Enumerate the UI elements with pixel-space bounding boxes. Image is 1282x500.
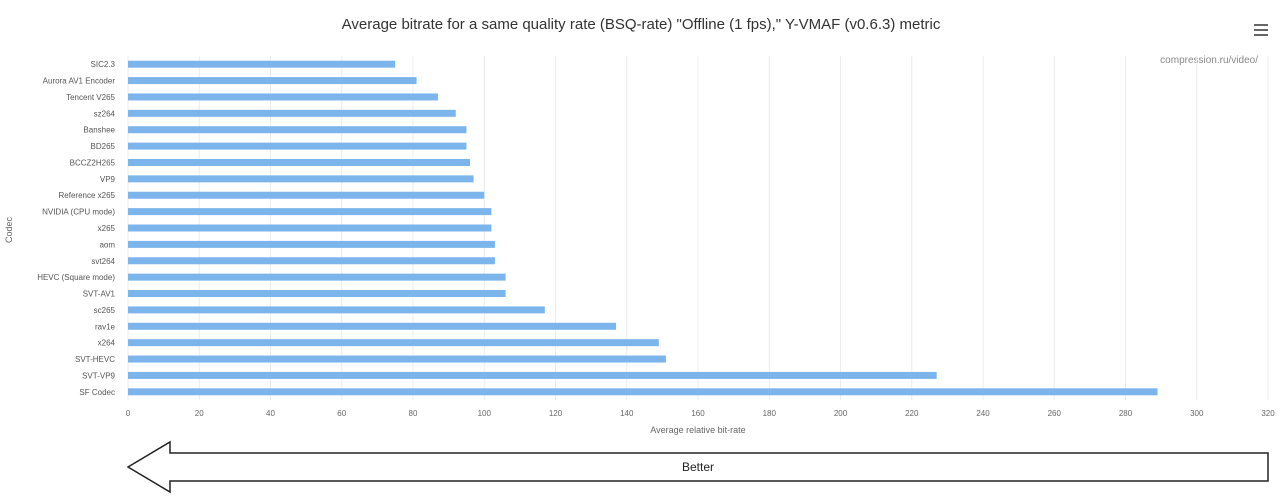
x-tick-label: 40 — [266, 409, 275, 418]
y-tick-labels: SIC2.3 Aurora AV1 Encoder Tencent V265 sz26… — [37, 60, 115, 397]
y-tick-label: SF Codec — [79, 388, 115, 397]
bar[interactable] — [128, 60, 396, 68]
bar[interactable] — [128, 339, 659, 347]
bar[interactable] — [128, 322, 617, 330]
chart-title: Average bitrate for a same quality rate … — [341, 16, 941, 33]
y-tick-label: SVT-VP9 — [82, 371, 115, 380]
x-tick-label: 160 — [691, 409, 705, 418]
y-tick-label: Tencent V265 — [66, 93, 115, 102]
y-tick-label: sz264 — [94, 109, 116, 118]
better-label: Better — [682, 460, 714, 474]
x-tick-label: 320 — [1261, 409, 1275, 418]
x-tick-label: 260 — [1048, 409, 1062, 418]
x-tick-label: 300 — [1190, 409, 1204, 418]
x-tick-label: 140 — [620, 409, 634, 418]
bar[interactable] — [128, 355, 666, 363]
bar[interactable] — [128, 142, 467, 150]
bar[interactable] — [128, 77, 417, 85]
bar[interactable] — [128, 371, 937, 379]
chart-credit: compression.ru/video/ — [1160, 55, 1258, 66]
y-tick-label: x264 — [98, 339, 116, 348]
bar[interactable] — [128, 93, 438, 101]
bar[interactable] — [128, 208, 492, 216]
x-tick-label: 220 — [905, 409, 919, 418]
x-tick-label: 0 — [126, 409, 131, 418]
x-tick-label: 200 — [834, 409, 848, 418]
bar[interactable] — [128, 273, 506, 281]
bar[interactable] — [128, 109, 456, 117]
bar[interactable] — [128, 306, 545, 314]
y-tick-label: svt264 — [91, 257, 115, 266]
y-axis-title: Codec — [4, 216, 14, 243]
y-tick-label: SVT-AV1 — [83, 290, 116, 299]
x-tick-labels: 0 20 40 60 80 100 120 140 160 180 200 220 240 260 280 3… — [126, 409, 1275, 418]
bar[interactable] — [128, 388, 1158, 396]
x-tick-label: 60 — [337, 409, 346, 418]
x-axis-title: Average relative bit-rate — [650, 425, 745, 435]
better-arrow-shape — [126, 440, 1269, 494]
y-tick-label: VP9 — [100, 175, 116, 184]
y-tick-label: NVIDIA (CPU mode) — [42, 208, 115, 217]
bar-chart: SIC2.3 Aurora AV1 Encoder Tencent V265 sz26… — [4, 56, 1275, 435]
bar[interactable] — [128, 240, 495, 248]
y-tick-label: Reference x265 — [59, 191, 116, 200]
bar[interactable] — [128, 175, 474, 183]
x-tick-label: 240 — [976, 409, 990, 418]
bar[interactable] — [128, 290, 506, 298]
x-tick-label: 80 — [409, 409, 418, 418]
x-tick-label: 180 — [763, 409, 777, 418]
bars — [128, 60, 1158, 396]
bar[interactable] — [128, 158, 470, 166]
x-tick-label: 100 — [478, 409, 492, 418]
y-tick-label: aom — [99, 240, 115, 249]
y-tick-label: x265 — [98, 224, 116, 233]
bar[interactable] — [128, 126, 467, 134]
y-tick-label: HEVC (Square mode) — [37, 273, 115, 282]
bar[interactable] — [128, 224, 492, 232]
y-tick-label: SVT-HEVC — [75, 355, 115, 364]
bar[interactable] — [128, 191, 485, 199]
y-tick-label: Aurora AV1 Encoder — [43, 77, 116, 86]
y-tick-label: sc265 — [94, 306, 116, 315]
hamburger-menu-icon[interactable] — [1254, 24, 1268, 36]
y-tick-label: rav1e — [95, 322, 116, 331]
x-tick-label: 20 — [195, 409, 204, 418]
x-tick-label: 280 — [1119, 409, 1133, 418]
y-tick-label: SIC2.3 — [91, 60, 116, 69]
bar[interactable] — [128, 257, 495, 265]
y-tick-label: BCCZ2H265 — [70, 158, 116, 167]
y-tick-label: Banshee — [83, 126, 115, 135]
y-tick-label: BD265 — [91, 142, 116, 151]
x-tick-label: 120 — [549, 409, 563, 418]
